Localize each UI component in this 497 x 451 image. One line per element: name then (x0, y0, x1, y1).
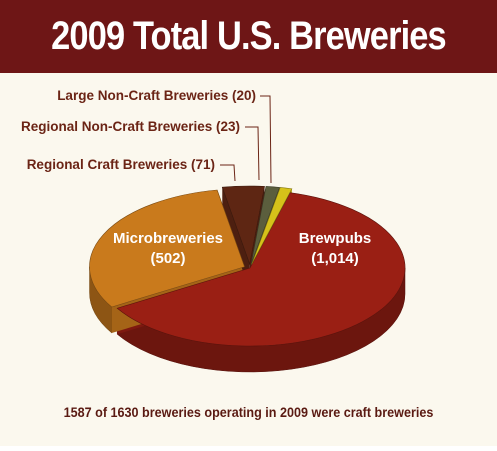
slice-regional-non-craft-leader-line (245, 126, 260, 181)
slice-regional-non-craft-label: Regional Non-Craft Breweries (23) (21, 119, 240, 134)
slice-regional-craft (221, 185, 265, 266)
chart-title: 2009 Total U.S. Breweries (51, 14, 447, 58)
slice-microbreweries-value: (502) (150, 250, 185, 267)
chart-area: Brewpubs (1,014) Microbreweries (502) Large … (0, 73, 497, 446)
slice-large-non-craft (251, 187, 293, 265)
slice-microbreweries (89, 189, 245, 308)
slice-brewpubs-label: Brewpubs (299, 230, 372, 247)
pie-chart: Brewpubs (1,014) Microbreweries (502) Large … (21, 88, 406, 373)
slice-regional-craft-leader-line (220, 164, 236, 182)
slice-brewpubs (116, 192, 406, 347)
footnote: 1587 of 1630 breweries operating in 2009… (63, 404, 434, 420)
slice-regional-non-craft (250, 186, 281, 265)
slice-large-non-craft-label: Large Non-Craft Breweries (20) (57, 88, 256, 103)
slice-microbreweries-label: Microbreweries (113, 230, 223, 247)
title-bar: 2009 Total U.S. Breweries (0, 0, 497, 73)
slice-regional-craft-label: Regional Craft Breweries (71) (27, 157, 215, 172)
slice-large-non-craft-leader-line (260, 95, 272, 184)
slice-brewpubs-value: (1,014) (311, 250, 359, 267)
